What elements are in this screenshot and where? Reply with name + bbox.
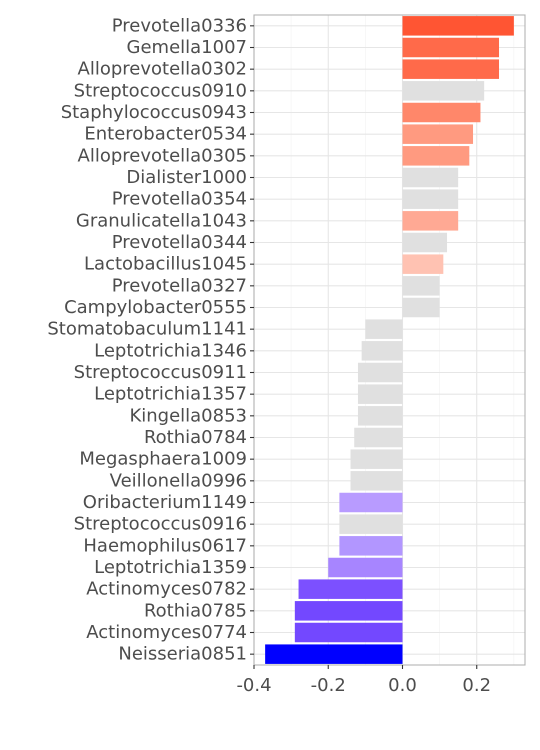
y-tick-label: Veillonella0996 (110, 470, 247, 491)
y-tick-label: Lactobacillus1045 (84, 254, 247, 275)
y-tick-label: Granulicatella1043 (76, 210, 247, 231)
bar-alloprevotella0302 (402, 59, 500, 79)
bar-prevotella0336 (402, 16, 514, 36)
y-tick-label: Actinomyces0782 (86, 579, 247, 600)
bar-prevotella0327 (402, 276, 440, 296)
y-tick-label: Staphylococcus0943 (61, 102, 247, 123)
y-tick-label: Prevotella0344 (112, 232, 247, 253)
bar-rothia0784 (354, 427, 403, 448)
bar-leptotrichia1359 (328, 557, 403, 578)
x-axis: -0.4 -0.2 0.0 0.2 (236, 665, 491, 696)
bar-veillonella0996 (350, 471, 403, 491)
bar-campylobacter0555 (402, 297, 440, 318)
y-tick-label: Alloprevotella0305 (78, 145, 247, 166)
bars (265, 16, 514, 664)
bar-rothia0785 (294, 601, 403, 621)
bar-kingella0853 (357, 406, 403, 426)
x-tick-label: 0.0 (388, 675, 417, 696)
y-axis: Prevotella0336Gemella1007Alloprevotella0… (47, 15, 254, 665)
y-tick-label: Stomatobaculum1141 (47, 319, 247, 340)
bar-streptococcus0910 (402, 81, 485, 101)
y-tick-label: Dialister1000 (126, 167, 247, 188)
minor-gridlines (290, 15, 515, 665)
bar-streptococcus0916 (339, 514, 403, 534)
y-tick-label: Prevotella0327 (112, 275, 247, 296)
bar-granulicatella1043 (402, 211, 459, 231)
y-tick-label: Rothia0785 (144, 600, 247, 621)
y-tick-label: Prevotella0354 (112, 189, 247, 210)
bar-enterobacter0534 (402, 124, 474, 144)
y-tick-label: Leptotrichia1346 (94, 340, 247, 361)
bar-oribacterium1149 (339, 492, 403, 513)
bar-lactobacillus1045 (402, 254, 444, 274)
y-tick-label: Oribacterium1149 (83, 492, 247, 513)
panel-border (253, 14, 526, 666)
y-tick-label: Streptococcus0911 (74, 362, 247, 383)
y-tick-label: Leptotrichia1359 (94, 557, 247, 578)
bar-streptococcus0911 (357, 362, 403, 383)
bar-alloprevotella0305 (402, 146, 470, 166)
y-tick-label: Alloprevotella0302 (78, 59, 247, 80)
y-tick-label: Actinomyces0774 (86, 622, 247, 643)
bar-leptotrichia1346 (361, 341, 403, 361)
bar-prevotella0354 (402, 189, 459, 209)
y-tick-label: Streptococcus0910 (74, 80, 247, 101)
y-tick-label: Leptotrichia1357 (94, 384, 247, 405)
bar-actinomyces0782 (298, 579, 403, 599)
y-tick-label: Megasphaera1009 (79, 449, 247, 470)
y-tick-label: Neisseria0851 (118, 644, 247, 665)
y-tick-label: Gemella1007 (127, 37, 247, 58)
y-tick-label: Streptococcus0916 (74, 514, 247, 535)
y-tick-label: Prevotella0336 (112, 15, 247, 36)
bar-haemophilus0617 (339, 536, 403, 556)
y-tick-label: Enterobacter0534 (84, 124, 247, 145)
bar-prevotella0344 (402, 232, 448, 253)
bar-staphylococcus0943 (402, 102, 481, 123)
bar-actinomyces0774 (294, 622, 403, 643)
x-tick-label: -0.4 (236, 675, 271, 696)
y-tick-label: Kingella0853 (129, 405, 247, 426)
x-tick-label: 0.2 (462, 675, 491, 696)
bar-leptotrichia1357 (357, 384, 403, 404)
y-tick-label: Campylobacter0555 (64, 297, 247, 318)
bar-gemella1007 (402, 37, 500, 58)
y-tick-label: Rothia0784 (144, 427, 247, 448)
bar-stomatobaculum1141 (365, 319, 403, 339)
x-tick-label: -0.2 (311, 675, 346, 696)
y-tick-label: Haemophilus0617 (83, 535, 247, 556)
bar-dialister1000 (402, 167, 459, 188)
bar-neisseria0851 (265, 644, 403, 664)
bar-megasphaera1009 (350, 449, 403, 469)
